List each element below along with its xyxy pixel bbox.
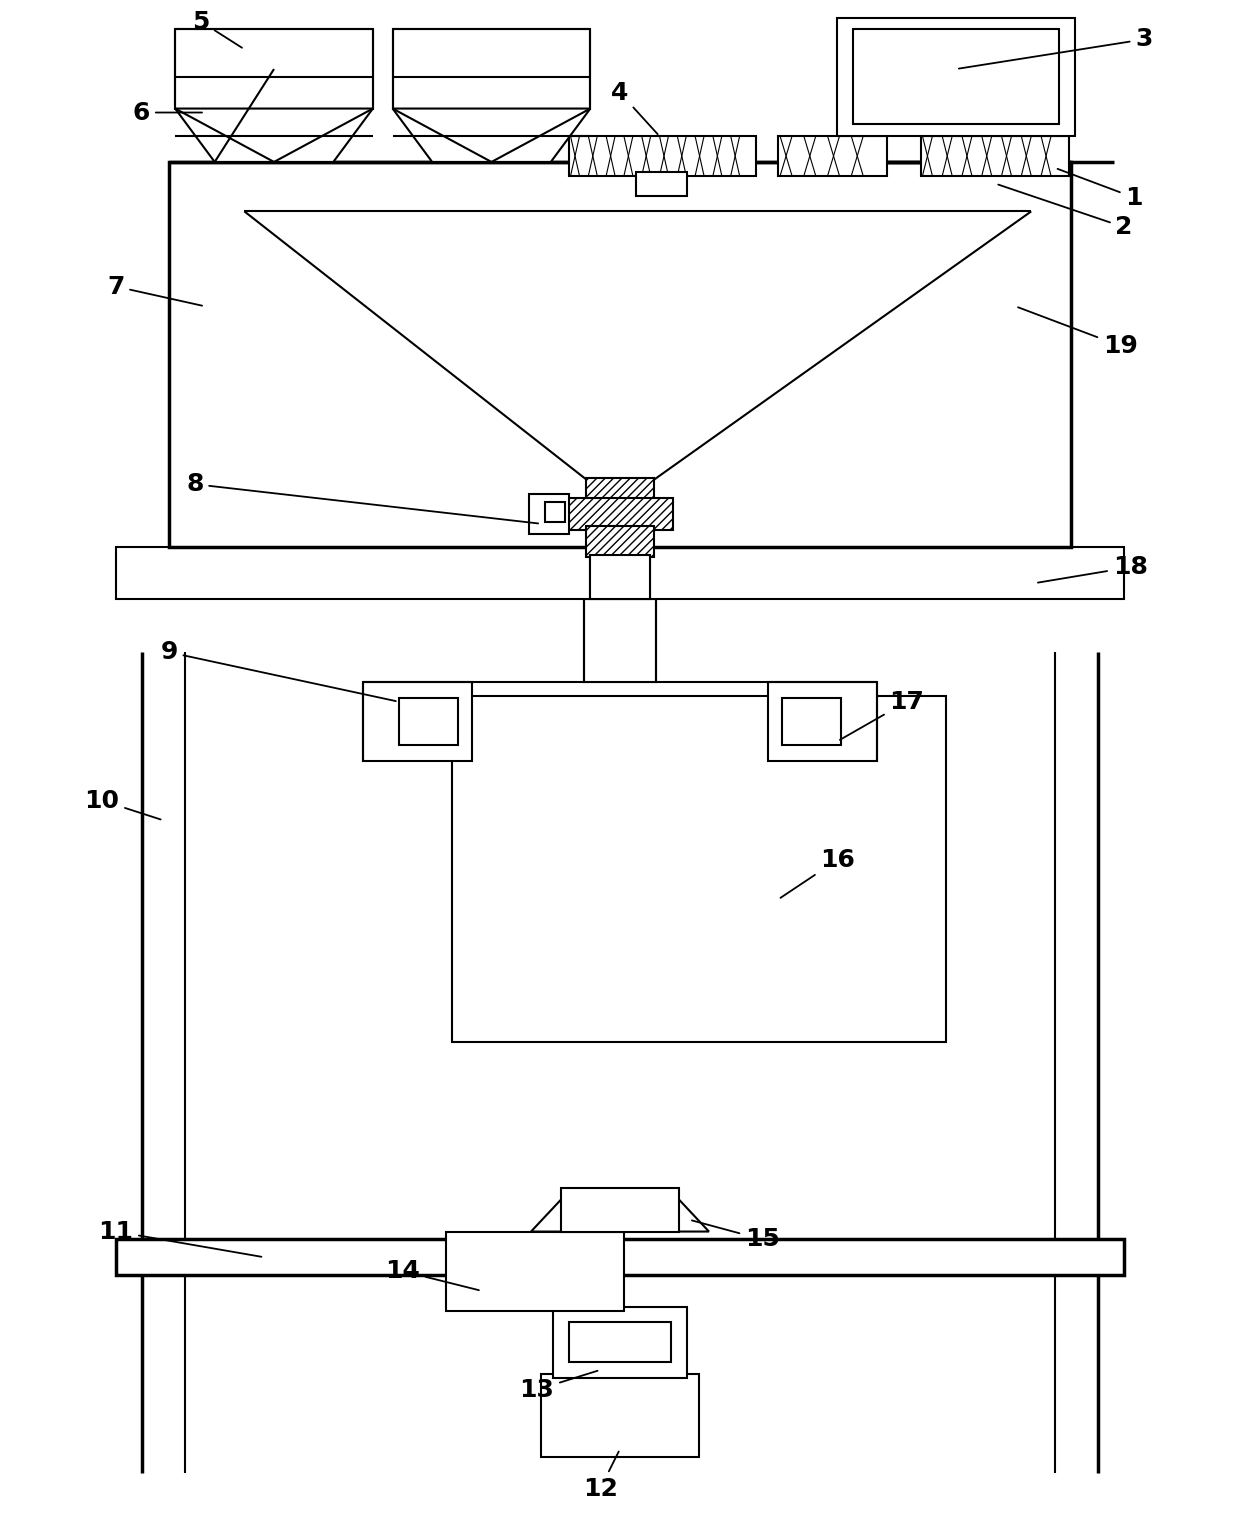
Text: 15: 15 — [692, 1220, 780, 1251]
Bar — [584, 599, 656, 682]
Bar — [115, 1239, 1125, 1274]
Bar — [636, 172, 687, 195]
Bar — [393, 29, 590, 109]
Bar — [363, 682, 471, 760]
Text: 19: 19 — [1018, 308, 1137, 357]
Text: 8: 8 — [186, 472, 538, 523]
Bar — [553, 1307, 687, 1377]
Bar — [451, 696, 946, 1042]
Bar — [544, 502, 564, 522]
Polygon shape — [175, 109, 373, 162]
Bar — [541, 1374, 699, 1457]
Bar — [567, 499, 673, 529]
Bar — [837, 17, 1075, 137]
Text: 9: 9 — [160, 640, 396, 702]
Text: 18: 18 — [1038, 556, 1147, 583]
Bar — [587, 526, 653, 557]
Bar — [169, 162, 1071, 548]
Bar — [446, 1231, 624, 1311]
Text: 5: 5 — [192, 9, 242, 48]
Text: 10: 10 — [84, 788, 161, 819]
Text: 2: 2 — [998, 185, 1133, 239]
Text: 17: 17 — [839, 689, 924, 740]
Bar — [175, 29, 373, 109]
Polygon shape — [531, 1200, 709, 1231]
Text: 11: 11 — [98, 1219, 262, 1257]
Polygon shape — [393, 109, 590, 162]
Text: 6: 6 — [133, 100, 202, 125]
Bar — [569, 137, 756, 175]
Bar — [569, 1322, 671, 1362]
Bar — [529, 494, 569, 534]
Text: 3: 3 — [959, 28, 1153, 69]
Bar — [398, 697, 458, 745]
Text: 14: 14 — [386, 1259, 479, 1290]
Bar — [769, 682, 877, 760]
Bar — [115, 548, 1125, 599]
Text: 7: 7 — [107, 274, 202, 306]
Bar — [587, 479, 653, 502]
Text: 1: 1 — [1058, 169, 1143, 209]
Text: 13: 13 — [520, 1371, 598, 1402]
Bar — [779, 137, 887, 175]
Text: 12: 12 — [583, 1451, 619, 1501]
Bar — [782, 697, 842, 745]
Bar — [560, 1188, 680, 1231]
Bar — [590, 556, 650, 599]
Text: 16: 16 — [780, 848, 854, 897]
Bar — [920, 137, 1069, 175]
Bar — [853, 29, 1059, 125]
Text: 4: 4 — [611, 80, 657, 134]
